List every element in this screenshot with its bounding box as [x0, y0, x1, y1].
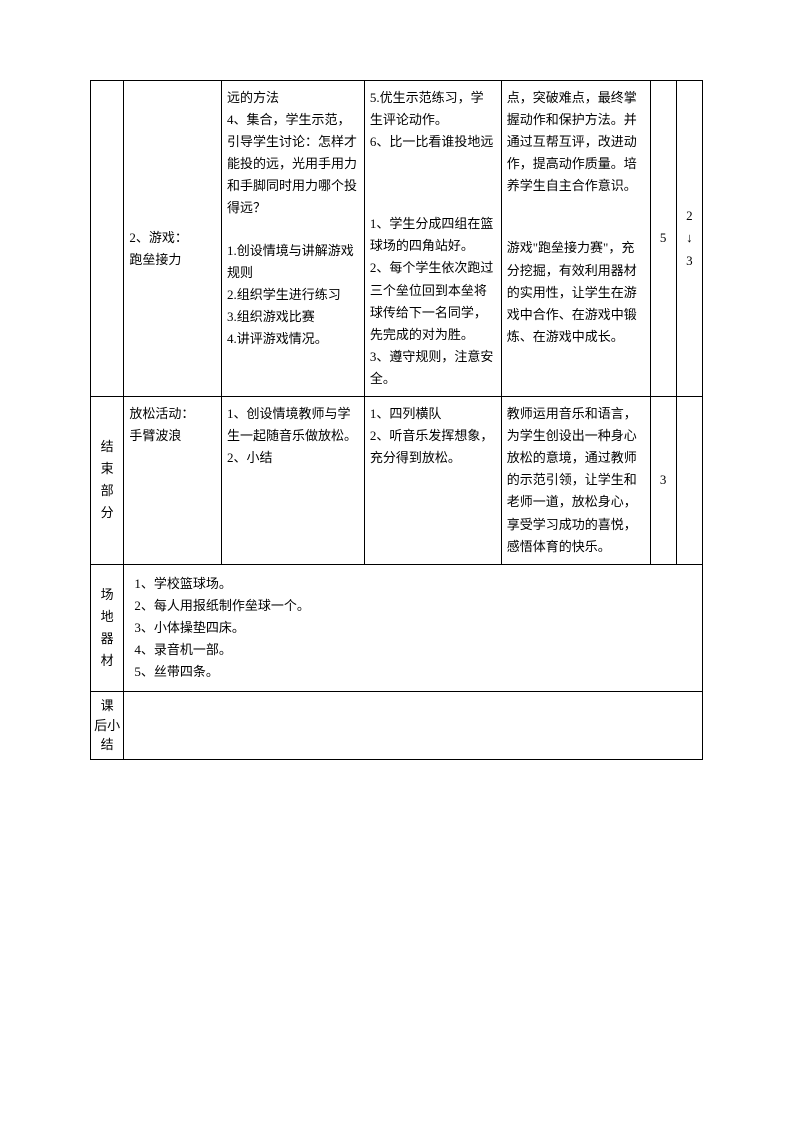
- ending-student: 1、四列横队 2、听音乐发挥想象，充分得到放松。: [364, 397, 501, 565]
- student-cell: 5.优生示范练习，学生评论动作。 6、比一比看谁投地远 1、学生分成四组在篮球场…: [364, 81, 501, 397]
- venue-row: 场地器材 1、学校篮球场。 2、每人用报纸制作垒球一个。 3、小体操垫四床。 4…: [91, 564, 703, 691]
- venue-content: 1、学校篮球场。 2、每人用报纸制作垒球一个。 3、小体操垫四床。 4、录音机一…: [124, 564, 703, 691]
- ending-design: 教师运用音乐和语言，为学生创设出一种身心放松的意境，通过教师的示范引领，让学生和…: [501, 397, 650, 565]
- ending-num1: 3: [650, 397, 676, 565]
- summary-label: 课 后小 结: [91, 692, 124, 760]
- ending-label: 结束部分: [91, 397, 124, 565]
- lesson-plan-table: 2、游戏： 跑垒接力 远的方法 4、集合，学生示范，引导学生讨论：怎样才能投的远…: [90, 80, 703, 760]
- design-text-b: 游戏"跑垒接力赛"，充分挖掘，有效利用器材的实用性，让学生在游戏中合作、在游戏中…: [507, 240, 637, 343]
- teacher-text-b: 1.创设情境与讲解游戏规则 2.组织学生进行练习 3.组织游戏比赛 4.讲评游戏…: [227, 243, 354, 346]
- main-content-row: 2、游戏： 跑垒接力 远的方法 4、集合，学生示范，引导学生讨论：怎样才能投的远…: [91, 81, 703, 397]
- summary-content: [124, 692, 703, 760]
- num2-cell: 2 ↓ 3: [676, 81, 702, 397]
- ending-teacher: 1、创设情境教师与学生一起随音乐做放松。 2、小结: [221, 397, 364, 565]
- ending-row: 结束部分 放松活动： 手臂波浪 1、创设情境教师与学生一起随音乐做放松。 2、小…: [91, 397, 703, 565]
- teacher-cell: 远的方法 4、集合，学生示范，引导学生讨论：怎样才能投的远，光用手用力和手脚同时…: [221, 81, 364, 397]
- design-text-a: 点，突破难点，最终掌握动作和保护方法。并通过互帮互评，改进动作，提高动作质量。培…: [507, 90, 637, 193]
- num1-cell: 5: [650, 81, 676, 397]
- teacher-text-a: 远的方法 4、集合，学生示范，引导学生讨论：怎样才能投的远，光用手用力和手脚同时…: [227, 90, 357, 215]
- summary-row: 课 后小 结: [91, 692, 703, 760]
- content-text-b: 2、游戏： 跑垒接力: [129, 230, 188, 267]
- content-cell: 2、游戏： 跑垒接力: [124, 81, 222, 397]
- student-text-a: 5.优生示范练习，学生评论动作。 6、比一比看谁投地远: [370, 90, 494, 149]
- section-label-empty: [91, 81, 124, 397]
- student-text-b: 1、学生分成四组在篮球场的四角站好。 2、每个学生依次跑过三个垒位回到本垒将球传…: [370, 216, 494, 386]
- venue-label: 场地器材: [91, 564, 124, 691]
- design-cell: 点，突破难点，最终掌握动作和保护方法。并通过互帮互评，改进动作，提高动作质量。培…: [501, 81, 650, 397]
- ending-num2: [676, 397, 702, 565]
- ending-content: 放松活动： 手臂波浪: [124, 397, 222, 565]
